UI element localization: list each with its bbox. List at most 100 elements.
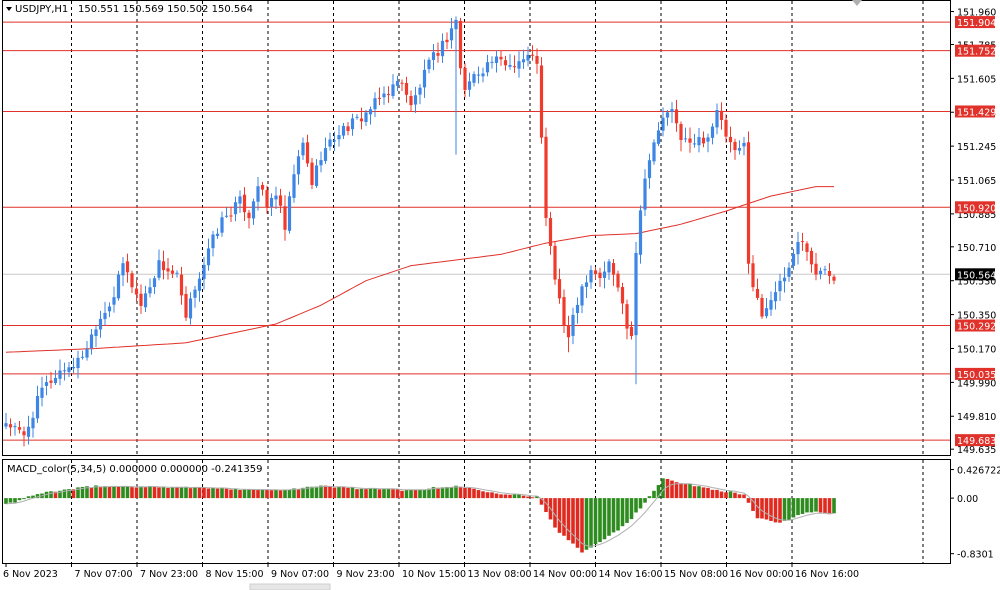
macd-bar [787, 498, 791, 521]
candle-body [760, 297, 764, 317]
macd-bar [526, 496, 530, 499]
macd-bar [301, 487, 305, 499]
macd-bar [418, 489, 422, 499]
macd-bar [832, 498, 836, 514]
macd-bar [593, 498, 598, 545]
candle-body [665, 112, 670, 118]
candle-body [107, 306, 112, 312]
candle-body [503, 60, 508, 66]
candle-body [805, 243, 809, 252]
price-tick-label: 151.960 [957, 8, 996, 19]
level-tag-label: 151.752 [957, 47, 996, 58]
macd-bar [211, 487, 215, 499]
macd-bar [377, 489, 382, 499]
candle-body [350, 118, 355, 130]
macd-bar [179, 487, 184, 499]
horizontal-scrollbar[interactable] [249, 583, 331, 590]
candle-body [728, 136, 733, 143]
candle-body [539, 65, 544, 138]
macd-bar [67, 489, 71, 499]
macd-bar [143, 487, 148, 499]
macd-bar [346, 487, 350, 499]
time-label: 6 Nov 2023 [3, 569, 58, 580]
candle-body [463, 67, 467, 90]
level-tag [955, 201, 995, 214]
candle-body [373, 98, 377, 110]
candle-body [413, 95, 418, 105]
macd-bar [814, 498, 818, 512]
candle-body [782, 277, 787, 282]
candle-body [476, 74, 481, 76]
macd-bar [359, 488, 364, 499]
candle-body [233, 202, 238, 215]
macd-bar [305, 486, 310, 499]
candle-body [391, 84, 395, 97]
macd-bar [764, 498, 769, 520]
candle-body [256, 186, 260, 202]
candle-body [440, 40, 445, 57]
macd-bar [737, 494, 742, 499]
candle-body [422, 69, 427, 88]
price-tick-label: 151.245 [957, 142, 996, 153]
macd-bar [674, 482, 679, 499]
candle-body [458, 20, 463, 69]
macd-bar [746, 498, 751, 503]
macd-bar [373, 488, 377, 499]
level-tag-label: 149.683 [957, 436, 996, 447]
candle-body [89, 334, 94, 348]
candle-body [485, 62, 490, 73]
candle-body [166, 268, 170, 272]
candle-body [778, 280, 782, 292]
candle-body [22, 431, 26, 436]
macd-bar [458, 487, 463, 499]
macd-bar [251, 489, 256, 499]
macd-bar [130, 487, 134, 499]
current-price-tag [955, 268, 995, 281]
price-tick-label: 150.530 [957, 277, 996, 288]
macd-bar [517, 494, 521, 499]
candle-body [512, 66, 517, 68]
macd-bar [112, 486, 116, 499]
candle-body [247, 212, 251, 219]
candle-body [692, 143, 697, 145]
candle-body [674, 109, 679, 124]
macd-bar [652, 490, 656, 499]
candle-body [683, 138, 688, 140]
price-level-tags: 151.904 151.752 151.429 150.920 150.292 150.0… [955, 16, 996, 447]
macd-bar [76, 487, 80, 499]
candle-body [35, 396, 40, 419]
scroll-shift-icon[interactable] [852, 0, 862, 6]
macd-bar [454, 485, 458, 499]
candle-body [364, 112, 368, 123]
macd-bar [796, 498, 800, 516]
macd-bar [508, 494, 512, 499]
macd-bar [13, 498, 17, 503]
candle-body [328, 139, 332, 147]
candle-body [589, 270, 593, 283]
macd-bar [476, 490, 481, 499]
candle-body [179, 274, 184, 296]
macd-bar [710, 489, 715, 499]
candle-body [688, 138, 692, 143]
price-tick-label: 150.710 [957, 243, 996, 254]
candle-body [607, 261, 611, 273]
time-label: 13 Nov 08:00 [468, 569, 532, 580]
macd-signal-line [5, 483, 835, 547]
candle-body [238, 196, 242, 204]
ohlc-values: 150.551 150.569 150.502 150.564 [78, 4, 253, 15]
candle-body [809, 250, 814, 265]
candle-body [139, 293, 143, 306]
macd-bar [53, 491, 58, 499]
candle-body [827, 270, 832, 276]
macd-bar [260, 489, 265, 499]
candle-body [215, 233, 220, 236]
candle-body [436, 53, 440, 56]
macd-bar [422, 489, 427, 499]
macd-bar [386, 488, 391, 499]
candle-body [571, 314, 575, 336]
candle-body [544, 136, 548, 218]
macd-bar [535, 496, 539, 499]
macd-bar [512, 494, 517, 499]
chevron-down-icon[interactable] [6, 7, 12, 11]
